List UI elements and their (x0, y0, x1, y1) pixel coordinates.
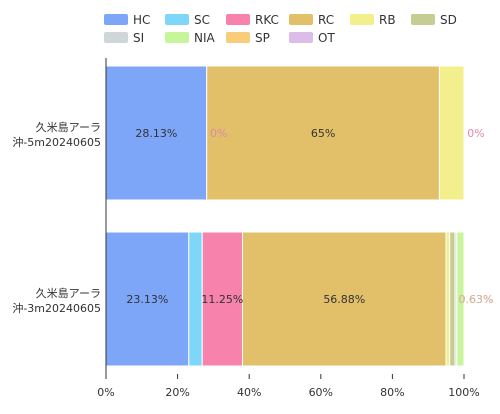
legend-label-sp: SP (255, 31, 270, 45)
legend-swatch-hc[interactable] (104, 14, 128, 25)
x-tick-label-2: 40% (237, 386, 261, 399)
legend-label-ot: OT (318, 31, 335, 45)
x-axis-ticks: 0% 20% 40% 60% 80% 100% (97, 374, 480, 399)
bar-segment-hc-0[interactable] (105, 65, 208, 201)
category-label-1-line-0: 久米島アーラ (36, 286, 101, 300)
legend: HC SC RKC RC RB SD SI NIA SP OT (104, 13, 457, 45)
legend-swatch-ot[interactable] (289, 32, 313, 43)
legend-label-rb: RB (379, 13, 396, 27)
data-labels: 28.13% 0% 65% 0%23.13% 11.25% 56.88% 0.63%0.63… (126, 127, 493, 306)
legend-label-hc: HC (133, 13, 150, 27)
legend-swatch-rkc[interactable] (226, 14, 250, 25)
bar-segment-rkc-1[interactable] (201, 231, 243, 367)
x-tick-label-0: 0% (97, 386, 114, 399)
data-label-rb-1: 0.63% (459, 293, 494, 306)
data-label-hc-0: 28.13% (135, 127, 177, 140)
x-tick-label-1: 20% (165, 386, 189, 399)
bar-segment-rb-0[interactable] (438, 65, 465, 201)
legend-label-sc: SC (194, 13, 210, 27)
x-tick-label-4: 80% (380, 386, 404, 399)
bar-segment-rc-0[interactable] (206, 65, 440, 201)
data-label-hc-1: 23.13% (126, 293, 168, 306)
data-label-rc-1: 56.88% (323, 293, 365, 306)
legend-label-rc: RC (318, 13, 334, 27)
legend-label-si: SI (133, 31, 144, 45)
data-label-si-1: 0.63% (459, 293, 494, 306)
bar-segment-nia-1[interactable] (456, 231, 465, 367)
category-label-0-line-0: 久米島アーラ (36, 120, 101, 134)
data-label-sd-1: 0.63% (459, 293, 494, 306)
bar-segment-rb-1[interactable] (445, 231, 451, 367)
data-label-rc-0: 65% (311, 127, 335, 140)
bar-segment-sc-1[interactable] (188, 231, 203, 367)
data-label-rkc-0: 0% (210, 127, 227, 140)
x-tick-label-5: 100% (448, 386, 479, 399)
bar-segment-rc-1[interactable] (241, 231, 447, 367)
bar-segment-sd-1[interactable] (449, 231, 456, 367)
category-label-0-line-1: 沖-5m20240605 (12, 136, 101, 149)
data-label-nia-1: 0.63% (459, 293, 494, 306)
legend-swatch-nia[interactable] (165, 32, 189, 43)
x-tick-label-3: 60% (309, 386, 333, 399)
legend-label-rkc: RKC (255, 13, 279, 27)
legend-swatch-rb[interactable] (350, 14, 374, 25)
legend-swatch-sd[interactable] (411, 14, 435, 25)
bar-segment-hc-1[interactable] (105, 231, 190, 367)
data-label-rb-0: 0% (467, 127, 484, 140)
category-label-1-line-1: 沖-3m20240605 (12, 302, 101, 315)
legend-label-sd: SD (440, 13, 457, 27)
legend-swatch-rc[interactable] (289, 14, 313, 25)
legend-label-nia: NIA (194, 31, 216, 45)
legend-swatch-sp[interactable] (226, 32, 250, 43)
bars (105, 65, 465, 367)
legend-swatch-sc[interactable] (165, 14, 189, 25)
data-label-rkc-1: 11.25% (201, 293, 243, 306)
legend-swatch-si[interactable] (104, 32, 128, 43)
